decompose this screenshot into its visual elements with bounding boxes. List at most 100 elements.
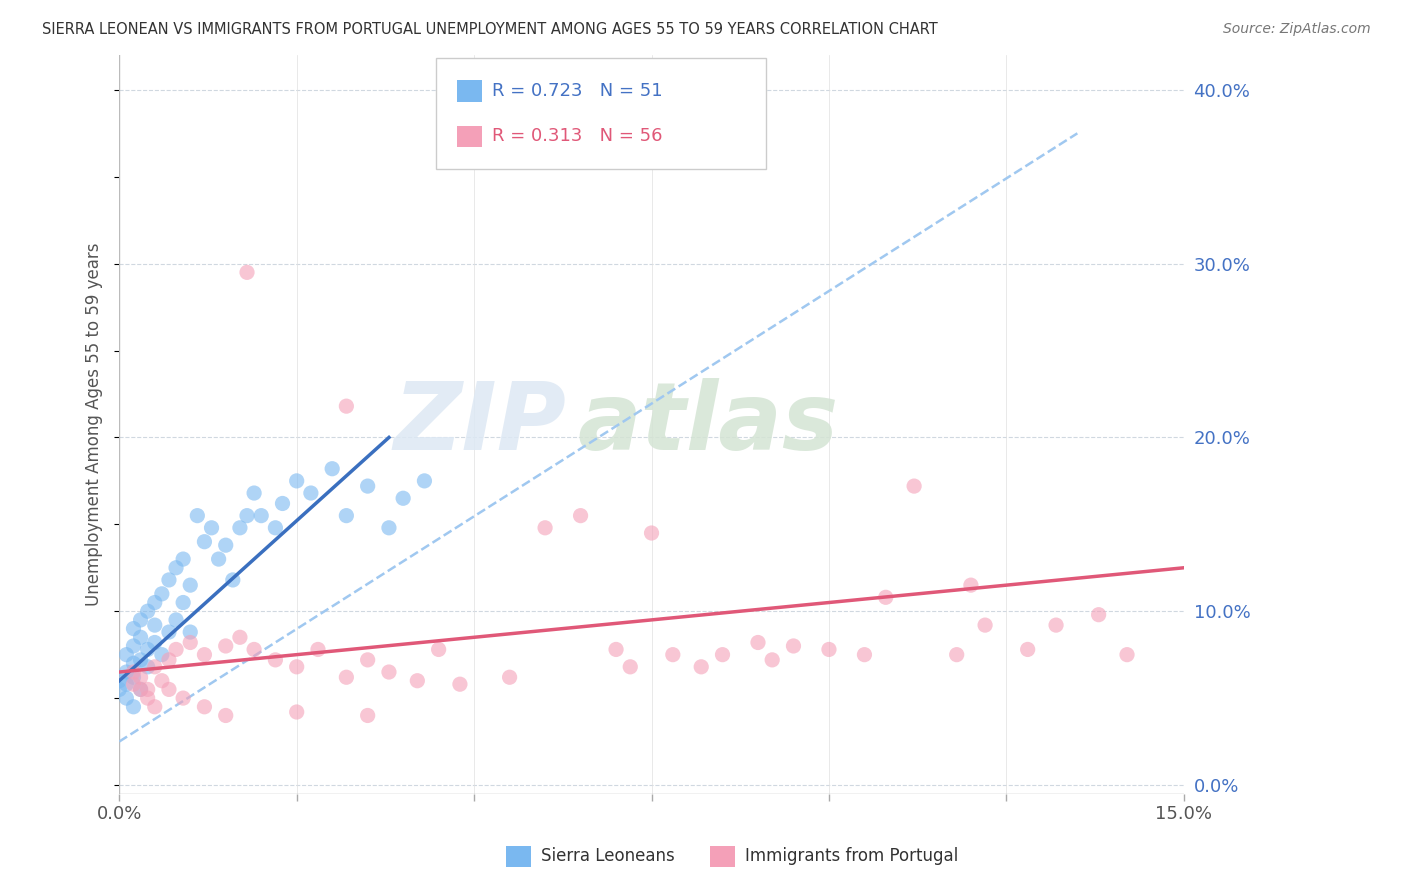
Immigrants from Portugal xyxy=(143,660,166,674)
Sierra Leoneans xyxy=(356,479,378,493)
Immigrants from Portugal xyxy=(1116,648,1139,662)
Immigrants from Portugal xyxy=(335,670,357,684)
Immigrants from Portugal xyxy=(307,642,329,657)
Immigrants from Portugal xyxy=(818,642,841,657)
Immigrants from Portugal xyxy=(945,648,967,662)
Immigrants from Portugal xyxy=(534,521,557,535)
Sierra Leoneans xyxy=(243,486,266,500)
Immigrants from Portugal xyxy=(285,660,308,674)
Immigrants from Portugal xyxy=(782,639,804,653)
Immigrants from Portugal xyxy=(449,677,471,691)
Sierra Leoneans xyxy=(392,491,415,506)
Sierra Leoneans xyxy=(143,595,166,609)
Sierra Leoneans xyxy=(122,639,145,653)
Immigrants from Portugal xyxy=(179,635,201,649)
Sierra Leoneans xyxy=(143,635,166,649)
Immigrants from Portugal xyxy=(193,648,215,662)
Immigrants from Portugal xyxy=(903,479,925,493)
Sierra Leoneans xyxy=(179,578,201,592)
Sierra Leoneans xyxy=(335,508,357,523)
Immigrants from Portugal xyxy=(335,399,357,413)
Sierra Leoneans xyxy=(129,630,152,644)
Immigrants from Portugal xyxy=(243,642,266,657)
Immigrants from Portugal xyxy=(285,705,308,719)
Immigrants from Portugal xyxy=(122,665,145,679)
Immigrants from Portugal xyxy=(640,526,662,541)
Immigrants from Portugal xyxy=(157,653,180,667)
Sierra Leoneans xyxy=(136,642,159,657)
Immigrants from Portugal xyxy=(165,642,187,657)
Sierra Leoneans xyxy=(207,552,229,566)
Text: R = 0.313   N = 56: R = 0.313 N = 56 xyxy=(492,128,662,145)
Text: Sierra Leoneans: Sierra Leoneans xyxy=(541,847,675,865)
Sierra Leoneans xyxy=(115,691,138,706)
Sierra Leoneans xyxy=(136,660,159,674)
Immigrants from Portugal xyxy=(974,618,997,632)
Immigrants from Portugal xyxy=(215,708,238,723)
Immigrants from Portugal xyxy=(150,673,173,688)
Sierra Leoneans xyxy=(413,474,436,488)
Immigrants from Portugal xyxy=(498,670,520,684)
Immigrants from Portugal xyxy=(215,639,238,653)
Immigrants from Portugal xyxy=(1017,642,1039,657)
Sierra Leoneans xyxy=(200,521,222,535)
Sierra Leoneans xyxy=(229,521,252,535)
Immigrants from Portugal xyxy=(761,653,783,667)
Text: atlas: atlas xyxy=(576,378,838,470)
Sierra Leoneans xyxy=(186,508,208,523)
Immigrants from Portugal xyxy=(662,648,685,662)
Immigrants from Portugal xyxy=(690,660,713,674)
Immigrants from Portugal xyxy=(427,642,450,657)
Sierra Leoneans xyxy=(215,538,238,552)
Immigrants from Portugal xyxy=(1045,618,1067,632)
Sierra Leoneans xyxy=(136,604,159,618)
Text: R = 0.723   N = 51: R = 0.723 N = 51 xyxy=(492,82,662,100)
Immigrants from Portugal xyxy=(129,670,152,684)
Sierra Leoneans xyxy=(179,625,201,640)
Immigrants from Portugal xyxy=(143,699,166,714)
Sierra Leoneans xyxy=(115,648,138,662)
Sierra Leoneans xyxy=(157,625,180,640)
Sierra Leoneans xyxy=(129,653,152,667)
Sierra Leoneans xyxy=(108,682,131,697)
Sierra Leoneans xyxy=(285,474,308,488)
Immigrants from Portugal xyxy=(406,673,429,688)
Immigrants from Portugal xyxy=(356,653,378,667)
Immigrants from Portugal xyxy=(569,508,592,523)
Immigrants from Portugal xyxy=(875,591,897,605)
Immigrants from Portugal xyxy=(711,648,734,662)
Sierra Leoneans xyxy=(129,682,152,697)
Sierra Leoneans xyxy=(321,461,343,475)
Immigrants from Portugal xyxy=(136,682,159,697)
Sierra Leoneans xyxy=(143,618,166,632)
Immigrants from Portugal xyxy=(605,642,627,657)
Immigrants from Portugal xyxy=(747,635,769,649)
Sierra Leoneans xyxy=(193,534,215,549)
Immigrants from Portugal xyxy=(1087,607,1109,622)
Immigrants from Portugal xyxy=(129,682,152,697)
Sierra Leoneans xyxy=(250,508,273,523)
Sierra Leoneans xyxy=(122,699,145,714)
Sierra Leoneans xyxy=(172,552,194,566)
Immigrants from Portugal xyxy=(960,578,983,592)
Immigrants from Portugal xyxy=(193,699,215,714)
Sierra Leoneans xyxy=(236,508,259,523)
Sierra Leoneans xyxy=(165,561,187,575)
Sierra Leoneans xyxy=(222,573,245,587)
Text: Source: ZipAtlas.com: Source: ZipAtlas.com xyxy=(1223,22,1371,37)
Sierra Leoneans xyxy=(378,521,401,535)
Sierra Leoneans xyxy=(122,622,145,636)
Sierra Leoneans xyxy=(150,587,173,601)
Sierra Leoneans xyxy=(150,648,173,662)
Immigrants from Portugal xyxy=(853,648,876,662)
Sierra Leoneans xyxy=(264,521,287,535)
Immigrants from Portugal xyxy=(122,677,145,691)
Text: Immigrants from Portugal: Immigrants from Portugal xyxy=(745,847,959,865)
Immigrants from Portugal xyxy=(356,708,378,723)
Sierra Leoneans xyxy=(165,613,187,627)
Text: ZIP: ZIP xyxy=(394,378,567,470)
Sierra Leoneans xyxy=(122,670,145,684)
Sierra Leoneans xyxy=(122,657,145,671)
Sierra Leoneans xyxy=(108,673,131,688)
Sierra Leoneans xyxy=(172,595,194,609)
